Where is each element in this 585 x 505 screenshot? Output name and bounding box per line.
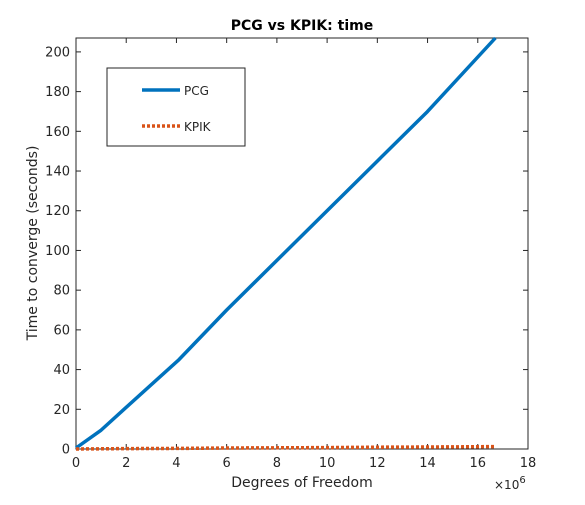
y-tick-label: 80 [53, 284, 70, 299]
legend: PCG KPIK [106, 67, 246, 147]
y-tick-label: 0 [62, 443, 70, 458]
x-axis-multiplier: ×106 [494, 475, 526, 492]
y-tick-label: 200 [45, 45, 70, 60]
legend-label-pcg: PCG [184, 84, 209, 98]
y-tick-label: 100 [45, 244, 70, 259]
y-tick-label: 20 [53, 403, 70, 418]
legend-label-kpik: KPIK [184, 120, 212, 134]
y-tick-label: 160 [45, 125, 70, 140]
y-tick-label: 140 [45, 165, 70, 180]
x-tick-label: 10 [319, 456, 336, 471]
y-tick-label: 180 [45, 85, 70, 100]
x-tick-label: 2 [122, 456, 130, 471]
legend-box [106, 67, 246, 147]
y-axis: 0 20 40 60 80 100 120 140 160 180 200 [45, 45, 528, 458]
x-tick-label: 4 [172, 456, 180, 471]
y-tick-label: 120 [45, 204, 70, 219]
series-line-kpik [75, 444, 496, 451]
chart-title: PCG vs KPIK: time [231, 18, 373, 34]
series-line-pcg [74, 36, 497, 450]
x-tick-label: 6 [223, 456, 231, 471]
x-tick-label: 0 [72, 456, 80, 471]
x-axis-multiplier-exponent: 6 [519, 475, 525, 486]
y-tick-label: 40 [53, 363, 70, 378]
x-tick-label: 12 [369, 456, 386, 471]
y-tick-label: 60 [53, 323, 70, 338]
x-tick-label: 16 [470, 456, 487, 471]
x-tick-label: 14 [419, 456, 436, 471]
y-axis-label: Time to converge (seconds) [25, 146, 41, 342]
x-tick-label: 18 [520, 456, 537, 471]
x-axis-label: Degrees of Freedom [231, 475, 372, 491]
series-layer [74, 36, 497, 451]
x-axis-multiplier-base: ×10 [494, 478, 519, 492]
x-tick-label: 8 [273, 456, 281, 471]
